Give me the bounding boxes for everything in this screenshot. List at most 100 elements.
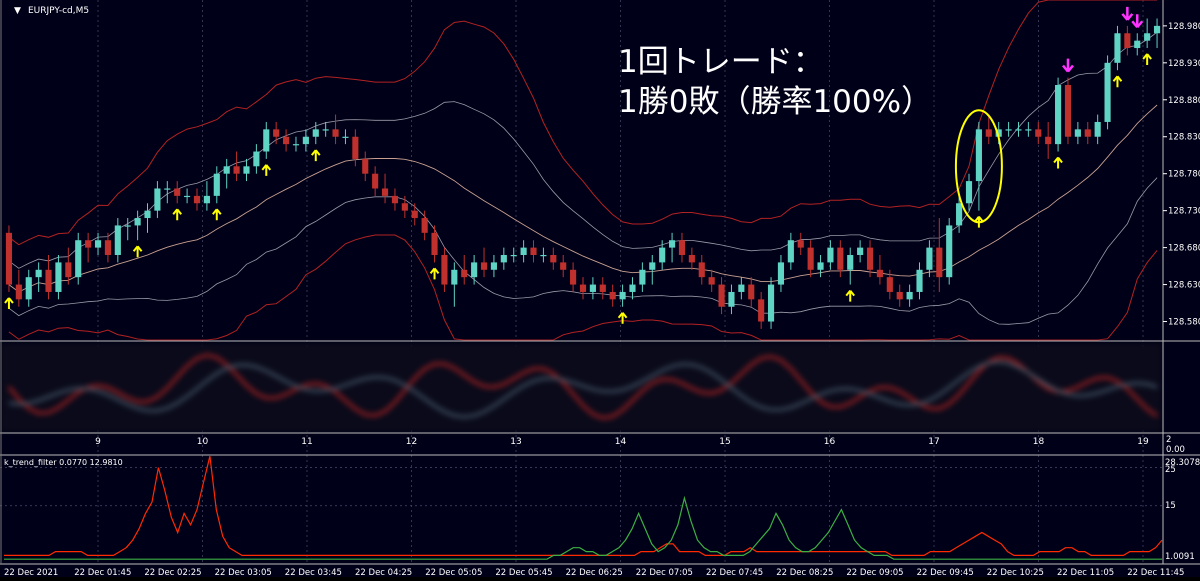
candle-body (510, 255, 517, 257)
candle-body (767, 284, 775, 322)
price-tick-label: 128.630 (1168, 281, 1200, 291)
buy-arrow (617, 312, 628, 324)
time-label: 22 Dec 03:05 (215, 568, 272, 577)
osc-x-label: 9 (95, 437, 101, 447)
trend-tick-label: 25 (1165, 465, 1176, 475)
buy-arrow (1112, 75, 1123, 88)
price-tick-label: 128.930 (1168, 59, 1200, 69)
time-label: 22 Dec 10:25 (987, 568, 1044, 577)
candle-body (708, 277, 715, 285)
candle-body (253, 151, 260, 167)
candle-body (25, 277, 32, 300)
candle-body (1035, 129, 1042, 137)
osc-tick-label: 2 (1166, 435, 1171, 445)
candle-body (490, 262, 497, 270)
trend-line-green (4, 495, 1162, 560)
candle-body (94, 240, 102, 248)
candle-body (916, 269, 923, 292)
candle-body (421, 218, 428, 233)
candle-body (1144, 33, 1151, 41)
price-tick-label: 128.830 (1168, 133, 1200, 143)
candle-body (639, 269, 646, 285)
candle-body (35, 269, 42, 278)
candle-body (1055, 85, 1062, 145)
sell-arrow (1131, 14, 1144, 29)
candle-body (520, 247, 527, 255)
menu-glyph[interactable]: ▼ (14, 6, 21, 16)
candle-body (184, 195, 191, 198)
candle-body (124, 225, 131, 227)
candle-body (866, 247, 874, 270)
candle-body (797, 240, 804, 248)
candle-body (718, 284, 725, 307)
candle-body (906, 291, 913, 300)
candle-body (946, 225, 953, 278)
candle-body (550, 255, 557, 263)
time-label: 22 Dec 07:05 (636, 568, 693, 577)
candle-body (471, 262, 478, 278)
candle-body (243, 166, 250, 174)
oscillator-line-red (7, 353, 1158, 420)
candle-body (965, 181, 973, 204)
candle-body (431, 232, 438, 255)
axes: 128.980 128.930 128.880 128.830 128.780 128.7… (4, 22, 1200, 578)
sell-arrow (1062, 58, 1074, 73)
osc-x-label: 19 (1137, 437, 1149, 447)
candle-body (649, 262, 656, 270)
time-label: 22 Dec 07:45 (706, 568, 763, 577)
candle-body (599, 284, 606, 292)
candle-body (104, 240, 111, 255)
candle-body (411, 210, 418, 219)
candle-body (659, 247, 666, 263)
candle-body (451, 269, 458, 285)
candle-body (1084, 129, 1091, 137)
candle-body (1005, 129, 1012, 131)
candle-body (174, 188, 181, 196)
candle-body (629, 284, 636, 292)
signal-arrows (4, 6, 1152, 324)
osc-x-label: 17 (928, 437, 939, 447)
buy-arrow (4, 297, 14, 309)
candle-body (1153, 25, 1161, 34)
candle-body (837, 247, 844, 270)
candle-body (45, 269, 52, 292)
osc-x-label: 14 (615, 437, 627, 447)
candle-body (480, 262, 488, 270)
candle-body (669, 240, 676, 248)
buy-arrow (1053, 156, 1063, 169)
candle-body (936, 247, 943, 278)
candle-body (273, 129, 280, 137)
candle-body (560, 262, 567, 270)
price-tick-label: 128.880 (1168, 96, 1200, 106)
candle-body (362, 158, 369, 174)
candle-body (886, 277, 893, 292)
candle-body (15, 284, 22, 300)
candlesticks (5, 18, 1161, 329)
upper-inner-band (8, 31, 1158, 269)
candle-body (372, 173, 379, 189)
candle-body (381, 188, 389, 196)
candle-body (203, 195, 210, 204)
time-label: 22 Dec 06:25 (566, 568, 623, 577)
candle-body (312, 129, 319, 137)
osc-x-label: 10 (197, 437, 209, 447)
time-label: 22 Dec 11:45 (1127, 568, 1184, 577)
candle-body (322, 129, 329, 131)
osc-x-label: 18 (1033, 437, 1045, 447)
candle-body (995, 129, 1002, 137)
candle-body (817, 262, 824, 270)
buy-arrow (310, 149, 321, 162)
candle-body (857, 247, 864, 255)
candle-body (807, 247, 814, 270)
oscillator-background (0, 343, 1162, 432)
candle-body (975, 129, 982, 182)
candle-body (827, 247, 834, 263)
candle-body (619, 291, 626, 300)
candle-body (609, 291, 616, 300)
osc-x-label: 11 (301, 437, 312, 447)
price-tick-label: 128.580 (1168, 318, 1200, 328)
candle-body (55, 262, 62, 292)
candle-body (698, 262, 705, 278)
annotation-line-2: 1勝0敗（勝率100%） (618, 84, 932, 120)
